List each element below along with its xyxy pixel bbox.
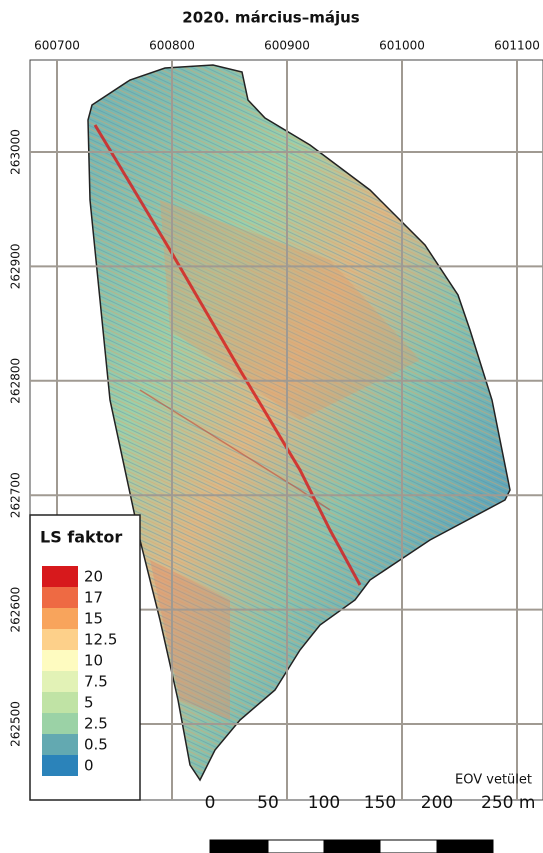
x-coordinate-label: 600900 (264, 39, 310, 53)
y-coordinate-label: 263000 (9, 129, 23, 175)
legend-swatch (42, 755, 78, 776)
scale-label: 200 (421, 793, 453, 813)
legend-label: 7.5 (84, 673, 108, 691)
scale-label: 100 (308, 793, 340, 813)
legend-label: 12.5 (84, 631, 117, 649)
map-figure: 2020. március–május 600700 600800 600900 60… (0, 0, 543, 853)
x-coordinate-label: 601100 (494, 39, 540, 53)
legend-label: 0.5 (84, 736, 108, 754)
y-coordinate-label: 262700 (9, 472, 23, 518)
legend-swatch (42, 692, 78, 713)
projection-note: EOV vetület (455, 773, 532, 788)
legend-label: 20 (84, 568, 103, 586)
legend-label: 0 (84, 757, 94, 775)
y-coordinate-label: 262500 (9, 701, 23, 747)
y-coordinate-label: 262800 (9, 358, 23, 404)
legend-swatch (42, 671, 78, 692)
legend-swatch (42, 713, 78, 734)
scale-label: 150 (364, 793, 396, 813)
map-title: 2020. március–május (182, 9, 360, 27)
legend-label: 15 (84, 610, 103, 628)
legend-swatch (42, 629, 78, 650)
legend-label: 17 (84, 589, 103, 607)
scale-label: 250 m (481, 793, 535, 813)
scale-segment (380, 840, 437, 853)
legend-swatch (42, 608, 78, 629)
legend-swatch (42, 734, 78, 755)
y-coordinate-label: 262600 (9, 587, 23, 633)
x-coordinate-label: 600700 (34, 39, 80, 53)
scale-segment (210, 840, 268, 853)
scale-segment (324, 840, 380, 853)
legend-title: LS faktor (40, 528, 122, 547)
y-coordinate-label: 262900 (9, 243, 23, 289)
legend-label: 2.5 (84, 715, 108, 733)
scale-label: 50 (257, 793, 279, 813)
scale-segment (268, 840, 324, 853)
legend-swatch (42, 587, 78, 608)
scale-label: 0 (205, 793, 216, 813)
legend-label: 10 (84, 652, 103, 670)
scale-segment (437, 840, 493, 853)
x-coordinate-label: 601000 (379, 39, 425, 53)
legend-label: 5 (84, 694, 94, 712)
legend-swatch (42, 650, 78, 671)
x-coordinate-label: 600800 (149, 39, 195, 53)
legend-swatch (42, 566, 78, 587)
